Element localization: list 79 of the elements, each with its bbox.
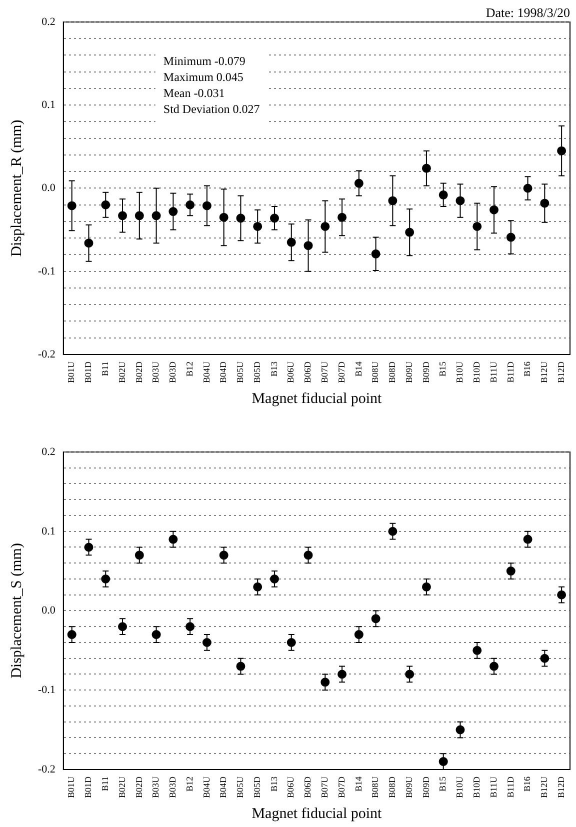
x-tick-label: B12D: [556, 361, 566, 384]
x-tick-label: B10D: [471, 361, 482, 384]
x-tick-label: B02D: [134, 361, 144, 384]
x-tick-label: B09D: [420, 361, 431, 384]
x-tick-label: B01U: [66, 361, 76, 384]
y-tick-label: -0.2: [38, 348, 56, 360]
x-tick-label: B07U: [320, 361, 330, 384]
x-tick-label: B01U: [66, 776, 76, 798]
x-axis-title: Magnet fiducial point: [252, 390, 383, 407]
x-tick-label: B03D: [168, 776, 178, 798]
x-tick-label: B01D: [83, 361, 94, 384]
x-tick-label: B11U: [488, 361, 498, 383]
y-tick-label: -0.1: [38, 265, 56, 278]
y-tick-label: -0.2: [38, 763, 56, 776]
x-tick-label: B05U: [235, 776, 246, 798]
x-tick-label: B14: [353, 776, 364, 792]
annotation: Mean -0.031: [163, 86, 225, 100]
annotation: Minimum -0.079: [163, 54, 246, 68]
x-tick-label: B10D: [471, 776, 482, 798]
x-tick-label: B04U: [201, 776, 212, 798]
x-tick-label: B06D: [302, 776, 313, 798]
x-tick-label: B11U: [488, 776, 498, 798]
x-tick-label: B12: [184, 776, 194, 792]
x-tick-label: B12U: [539, 361, 550, 384]
x-tick-label: B11D: [505, 776, 516, 798]
x-tick-label: B04D: [218, 361, 228, 384]
x-tick-label: B06U: [286, 361, 296, 384]
x-tick-label: B03U: [150, 361, 161, 384]
y-axis-title: Displacement_R (mm): [8, 120, 25, 257]
x-tick-label: B12U: [539, 776, 550, 798]
y-tick-label: 0.1: [42, 99, 56, 112]
x-tick-label: B15: [438, 776, 448, 792]
x-tick-label: B07D: [336, 361, 346, 384]
x-tick-label: B08U: [370, 776, 380, 798]
x-tick-label: B03U: [150, 776, 161, 798]
x-tick-label: B16: [522, 361, 532, 377]
y-tick-label: 0.2: [42, 446, 56, 458]
x-tick-label: B04U: [201, 361, 212, 384]
x-tick-label: B07D: [336, 776, 346, 798]
x-tick-label: B08U: [370, 361, 380, 384]
x-axis-title: Magnet fiducial point: [252, 806, 383, 822]
annotation: Maximum 0.045: [163, 70, 244, 84]
text: Date: 1998/3/20: [486, 4, 570, 20]
x-tick-label: B11: [100, 776, 110, 792]
x-tick-label: B13: [268, 361, 279, 377]
x-tick-label: B11D: [505, 361, 516, 383]
y-tick-label: 0.0: [42, 182, 56, 194]
x-tick-label: B02U: [116, 776, 127, 798]
x-tick-label: B04D: [218, 776, 228, 798]
x-tick-label: B09U: [404, 361, 414, 384]
x-tick-label: B12: [184, 362, 194, 377]
y-tick-label: -0.1: [38, 684, 56, 696]
x-tick-label: B09U: [404, 776, 414, 798]
x-tick-label: B11: [100, 362, 110, 376]
y-tick-label: 0.0: [42, 604, 56, 617]
x-tick-label: B05U: [235, 361, 246, 384]
x-tick-label: B06U: [286, 776, 296, 798]
x-tick-label: B06D: [302, 361, 313, 384]
y-tick-label: 0.2: [42, 16, 56, 28]
x-tick-label: B16: [522, 776, 532, 792]
x-tick-label: B02U: [116, 361, 127, 384]
x-tick-label: B09D: [420, 776, 431, 798]
y-axis-title: Displacement_S (mm): [8, 543, 25, 678]
x-tick-label: B08D: [387, 776, 398, 798]
x-tick-label: B05D: [252, 776, 262, 798]
x-tick-label: B01D: [83, 776, 94, 798]
x-tick-label: B10U: [454, 776, 465, 798]
x-tick-label: B02D: [134, 776, 144, 798]
y-tick-label: 0.1: [42, 525, 56, 538]
x-tick-label: B05D: [252, 361, 262, 384]
x-tick-label: B10U: [454, 361, 465, 384]
x-tick-label: B08D: [387, 361, 398, 384]
x-tick-label: B14: [353, 361, 364, 377]
annotation: Std Deviation 0.027: [163, 102, 260, 116]
x-tick-label: B07U: [320, 776, 330, 798]
x-tick-label: B12D: [556, 776, 566, 798]
x-tick-label: B03D: [168, 361, 178, 384]
x-tick-label: B15: [438, 361, 448, 377]
x-tick-label: B13: [268, 776, 279, 792]
